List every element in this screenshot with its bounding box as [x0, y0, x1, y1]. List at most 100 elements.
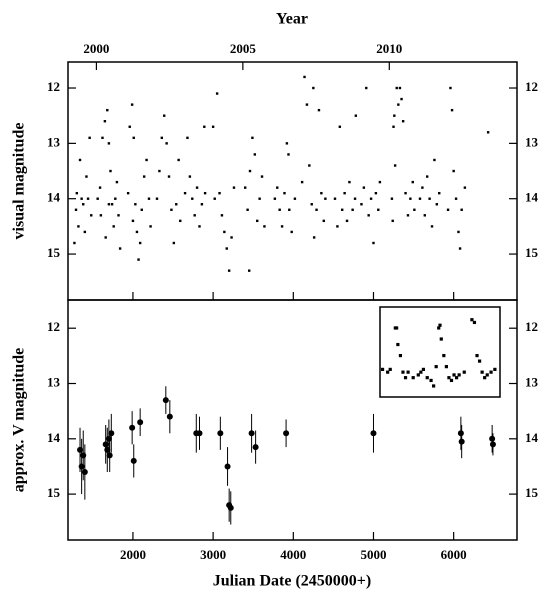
point	[75, 191, 79, 195]
point	[85, 175, 88, 178]
point	[315, 208, 318, 211]
point	[290, 230, 293, 234]
point	[80, 197, 83, 200]
point	[223, 230, 226, 234]
point	[83, 230, 87, 234]
point	[438, 191, 441, 195]
point	[341, 208, 344, 211]
point	[489, 435, 496, 442]
point	[179, 219, 182, 223]
point	[118, 247, 122, 250]
x-tick-label: 3000	[200, 547, 226, 562]
point	[191, 197, 194, 200]
point	[369, 197, 373, 200]
x-tick-label: 2000	[120, 547, 146, 562]
inset-point	[480, 370, 484, 374]
point	[423, 214, 426, 217]
y-tick-label: 13	[47, 134, 61, 149]
inset-point	[429, 378, 433, 383]
point	[320, 191, 323, 195]
inset-point	[489, 370, 493, 374]
point	[142, 175, 146, 178]
inset-point	[432, 384, 436, 388]
point	[243, 186, 247, 189]
point	[172, 241, 176, 245]
point	[196, 430, 203, 437]
point	[73, 241, 76, 245]
inset-point	[470, 318, 474, 322]
y-tick-label: 12	[525, 79, 538, 94]
point	[112, 225, 115, 228]
point	[108, 430, 115, 437]
point	[74, 208, 78, 211]
inset-point	[411, 376, 415, 380]
inset-point	[398, 353, 403, 358]
point	[288, 208, 291, 211]
point	[248, 269, 251, 272]
point	[135, 230, 139, 234]
point	[103, 120, 107, 123]
point	[160, 136, 164, 140]
y-tick-label: 15	[47, 485, 61, 500]
y-axis-label: visual magnitude	[11, 123, 28, 240]
point	[360, 203, 363, 206]
point	[86, 197, 90, 200]
point	[338, 125, 342, 128]
point	[433, 158, 436, 162]
point	[393, 164, 397, 167]
point	[365, 86, 368, 90]
inset-point	[386, 370, 390, 374]
point	[110, 203, 114, 206]
point	[195, 186, 199, 189]
inset-point	[388, 367, 392, 371]
point	[115, 180, 119, 184]
point	[253, 153, 257, 156]
top-tick-label: 2000	[83, 41, 109, 56]
inset-point	[438, 323, 442, 327]
point	[166, 413, 173, 420]
point	[147, 197, 151, 200]
inset-point	[454, 376, 459, 380]
inset-point	[447, 376, 451, 380]
point	[411, 180, 414, 184]
point	[377, 208, 380, 211]
inset-frame	[379, 306, 501, 398]
plot-frame	[67, 61, 518, 301]
point	[131, 219, 135, 223]
point	[117, 214, 120, 217]
x-tick-label: 6000	[441, 547, 467, 562]
point	[96, 197, 99, 200]
y-tick-label: 14	[47, 430, 61, 445]
point	[165, 142, 168, 145]
point	[77, 225, 80, 228]
point	[81, 468, 88, 475]
point	[246, 208, 249, 211]
inset-point	[380, 367, 385, 371]
point	[489, 441, 496, 448]
point	[300, 180, 304, 184]
point	[430, 225, 434, 228]
y-tick-label: 12	[47, 79, 60, 94]
point	[353, 197, 357, 200]
point	[203, 191, 207, 195]
inset-point	[452, 373, 456, 377]
point	[158, 169, 161, 173]
point	[354, 114, 358, 117]
point	[308, 164, 311, 167]
point	[137, 419, 144, 426]
y-tick-label: 15	[525, 485, 539, 500]
point	[421, 186, 424, 189]
point	[126, 191, 130, 195]
point	[276, 186, 279, 189]
x-tick-label: 5000	[360, 547, 386, 562]
inset-point	[403, 376, 408, 380]
point	[213, 197, 216, 200]
point	[134, 203, 137, 206]
y-tick-label: 12	[47, 319, 60, 334]
point	[107, 203, 111, 206]
point	[230, 236, 233, 239]
point	[397, 103, 400, 106]
point	[463, 186, 467, 189]
point	[149, 225, 152, 228]
point	[99, 214, 103, 217]
